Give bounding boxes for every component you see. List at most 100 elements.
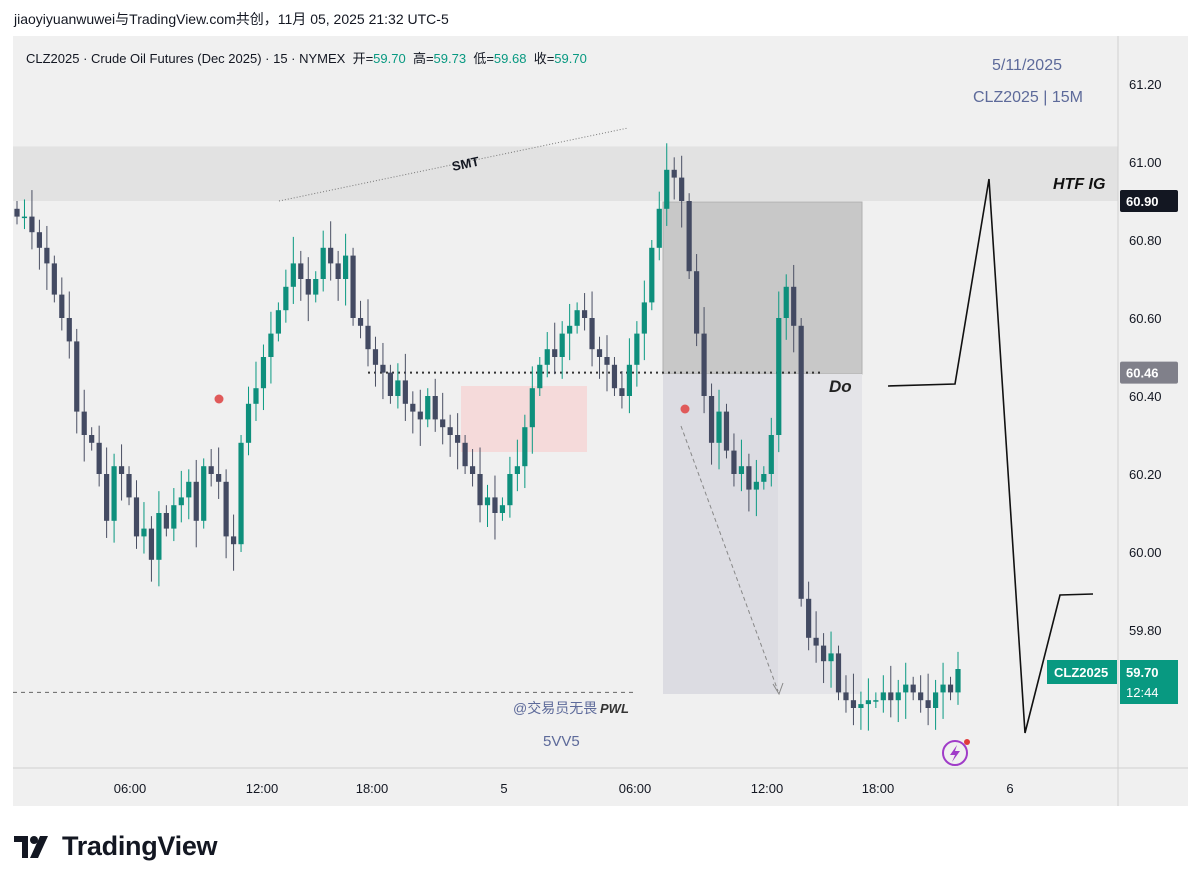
candle-body	[783, 286, 789, 318]
x-tick-label: 6	[1006, 781, 1013, 796]
candle-body	[387, 372, 394, 396]
forecast-path	[887, 178, 1094, 734]
legend-symbol: CLZ2025 · Crude Oil Futures (Dec 2025) ·…	[26, 51, 346, 66]
zone-top-tag: 60.90	[1126, 194, 1159, 209]
candle-body	[671, 169, 677, 178]
candle-body	[955, 669, 961, 693]
candle-body	[380, 364, 386, 373]
candle-body	[141, 528, 147, 537]
candle-body	[96, 442, 102, 474]
candle-body	[178, 497, 184, 506]
candle-body	[320, 247, 326, 279]
candle-body	[447, 427, 453, 435]
candle-body	[701, 333, 707, 396]
candle-body	[686, 201, 692, 272]
candle-body	[126, 474, 132, 498]
candle-body	[798, 325, 804, 599]
candle-body	[843, 692, 849, 701]
candle-body	[432, 396, 438, 420]
candle-body	[245, 403, 252, 443]
candle-body	[201, 466, 207, 521]
candle-body	[455, 435, 461, 443]
candle-body	[357, 318, 364, 326]
candle-body	[36, 232, 43, 248]
price-chart[interactable]: SMT Do HTF IG PWL@交易员无畏 5VV5 59.80 60.00 60.20 6…	[13, 36, 1188, 806]
candle-body	[133, 497, 140, 537]
candle-body	[559, 333, 565, 357]
candle-body	[918, 692, 924, 701]
candle-body	[947, 684, 954, 693]
candle-body	[731, 450, 737, 474]
candle-body	[186, 481, 192, 498]
candle-body	[365, 325, 371, 350]
htf-label: HTF IG	[1053, 176, 1105, 193]
alert-icon	[942, 740, 968, 766]
tradingview-brand[interactable]: TradingView	[14, 831, 218, 862]
candle-body	[395, 380, 401, 396]
candle-body	[66, 318, 72, 342]
countdown: 12:44	[1126, 685, 1159, 700]
candle-body	[21, 216, 28, 219]
y-tick-label: 60.20	[1129, 467, 1162, 482]
candle-body	[596, 349, 603, 357]
candle-body	[828, 653, 834, 662]
pwl-label: PWL	[600, 701, 629, 716]
watermark-date: 5/11/2025	[992, 57, 1062, 74]
candle-body	[372, 349, 379, 365]
zone-top-tag-bg	[1120, 190, 1178, 212]
candle-body	[29, 216, 35, 233]
candle-body	[462, 442, 468, 467]
author-watermark: @交易员无畏	[513, 700, 597, 716]
candle-body	[492, 497, 498, 513]
candle-body	[753, 481, 759, 490]
legend-low-label: 低=	[473, 51, 494, 66]
candle-body	[193, 481, 199, 521]
legend-open: 59.70	[373, 51, 406, 66]
candle-body	[230, 536, 237, 545]
candle-body	[402, 380, 408, 404]
candle-body	[223, 481, 229, 537]
y-tick-label: 60.60	[1129, 311, 1162, 326]
candle-body	[649, 247, 655, 303]
candle-body	[417, 411, 423, 420]
candle-body	[567, 325, 573, 334]
watermark-symbol: CLZ2025 | 15M	[973, 89, 1083, 106]
candle-body	[880, 692, 886, 701]
smt-label: SMT	[451, 154, 481, 174]
legend-close: 59.70	[554, 51, 587, 66]
candle-body	[260, 357, 267, 389]
candle-body	[552, 349, 558, 357]
x-tick-label: 18:00	[862, 781, 895, 796]
candle-body	[81, 411, 87, 435]
y-tick-label: 61.20	[1129, 77, 1162, 92]
candle-body	[716, 411, 722, 443]
signal-marker	[214, 394, 224, 404]
candle-body	[522, 427, 528, 467]
do-level-tag: 60.46	[1126, 366, 1159, 381]
candle-body	[537, 364, 543, 389]
candle-body	[708, 396, 715, 443]
candle-body	[275, 310, 281, 334]
smt-line	[278, 127, 629, 202]
candle-body	[656, 208, 662, 248]
candle-body	[89, 435, 95, 443]
chart-panel[interactable]: SMT Do HTF IG PWL @交易员无畏 5VV5 59.80 60.00 60.20 6…	[13, 36, 1188, 806]
candle-body	[611, 364, 618, 389]
candle-body	[156, 513, 162, 560]
candle-body	[746, 466, 752, 490]
legend-open-label: 开=	[352, 51, 374, 66]
candle-body	[589, 318, 595, 350]
legend-low: 59.68	[493, 51, 527, 66]
candle-body	[118, 466, 125, 474]
candle-body	[238, 442, 244, 545]
candle-body	[51, 263, 57, 295]
alert-badge-dot	[964, 739, 970, 745]
candle-body	[619, 388, 625, 396]
candle-body	[888, 692, 894, 701]
candle-body	[626, 364, 632, 396]
signal-marker	[680, 404, 690, 414]
candle-body	[268, 333, 274, 357]
candle-body	[723, 411, 730, 451]
y-tick-label: 59.80	[1129, 623, 1162, 638]
candle-body	[768, 435, 774, 474]
